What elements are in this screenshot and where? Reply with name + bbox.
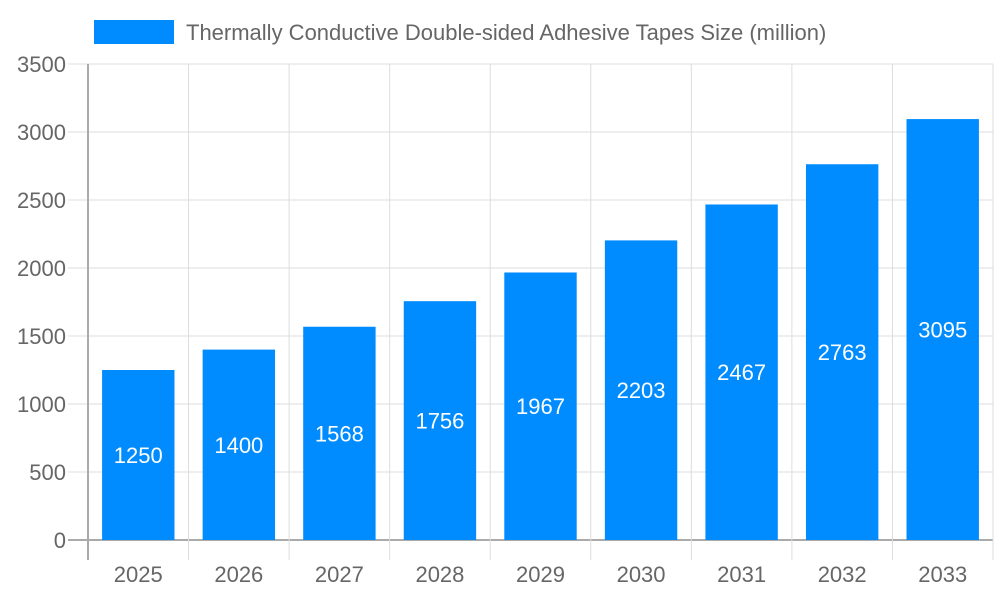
x-tick-label: 2025: [114, 562, 163, 587]
x-tick-label: 2029: [516, 562, 565, 587]
y-tick-label: 500: [29, 460, 66, 485]
y-tick-label: 3500: [17, 52, 66, 77]
bar: [805, 164, 879, 540]
x-tick-label: 2028: [415, 562, 464, 587]
x-tick-label: 2032: [818, 562, 867, 587]
data-label: 1400: [214, 433, 263, 458]
data-label: 2203: [617, 378, 666, 403]
data-label: 3095: [918, 318, 967, 343]
y-tick-label: 0: [54, 528, 66, 553]
y-tick-label: 1000: [17, 392, 66, 417]
bar: [906, 119, 979, 540]
x-tick-label: 2027: [315, 562, 364, 587]
legend-swatch: [94, 20, 174, 44]
x-tick-label: 2026: [214, 562, 263, 587]
legend-label: Thermally Conductive Double-sided Adhesi…: [186, 20, 826, 45]
legend[interactable]: Thermally Conductive Double-sided Adhesi…: [94, 20, 826, 45]
bar: [604, 240, 678, 540]
grid: [68, 63, 994, 560]
bar: [202, 349, 276, 540]
data-label: 1756: [415, 409, 464, 434]
x-tick-label: 2031: [717, 562, 766, 587]
data-label: 1568: [315, 421, 364, 446]
y-tick-label: 2500: [17, 188, 66, 213]
y-tick-label: 2000: [17, 256, 66, 281]
bars: 1250 1400 1568 1756 1967 2203 2467 2763 3095: [102, 119, 979, 540]
bar: [504, 272, 577, 540]
data-label: 1250: [114, 443, 163, 468]
data-label: 2763: [818, 340, 867, 365]
bar: [303, 326, 376, 540]
x-tick-label: 2030: [617, 562, 666, 587]
axes: 0 500 1000 1500 2000 2500 3000 3500 2025 2026 2027…: [17, 52, 967, 587]
bar: [403, 301, 477, 540]
data-label: 2467: [717, 360, 766, 385]
bar: [102, 370, 175, 540]
bar: [705, 204, 778, 540]
x-tick-label: 2033: [918, 562, 967, 587]
y-tick-label: 3000: [17, 120, 66, 145]
data-label: 1967: [516, 394, 565, 419]
y-tick-label: 1500: [17, 324, 66, 349]
